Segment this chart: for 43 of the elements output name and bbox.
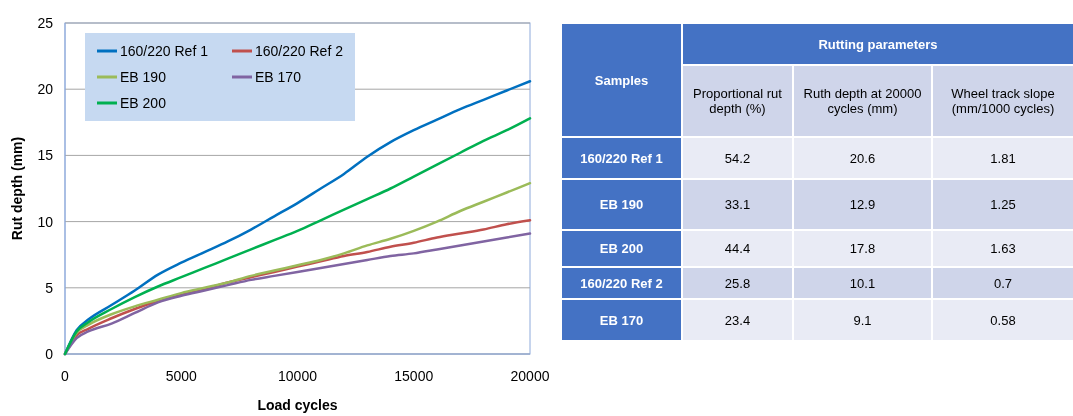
text: 1.81 <box>932 137 1073 179</box>
text: 160/220 Ref 2 <box>561 267 682 299</box>
text: 10.1 <box>793 267 932 299</box>
x-tick-label: 5000 <box>165 368 198 384</box>
text: Ruth depth at 20000 cycles (mm) <box>793 65 932 137</box>
y-tick-label: 10 <box>37 213 54 230</box>
text: EB 200 <box>561 230 682 267</box>
legend-label: EB 170 <box>255 68 302 85</box>
x-tick-label: 15000 <box>394 368 434 384</box>
x-tick-label: 10000 <box>278 368 318 384</box>
text: 0.58 <box>932 299 1073 341</box>
text: 25.8 <box>682 267 793 299</box>
text: 0.7 <box>932 267 1073 299</box>
text: Samples <box>561 23 682 137</box>
text: 1.25 <box>932 179 1073 230</box>
y-tick-label: 0 <box>45 345 54 362</box>
legend-label: 160/220 Ref 1 <box>120 42 209 59</box>
text: 20.6 <box>793 137 932 179</box>
text: EB 190 <box>561 179 682 230</box>
text: 33.1 <box>682 179 793 230</box>
text: Proportional rut depth (%) <box>682 65 793 137</box>
x-tick-label: 20000 <box>510 368 550 384</box>
y-tick-label: 25 <box>37 14 54 31</box>
y-tick-label: 5 <box>45 279 54 296</box>
text: 54.2 <box>682 137 793 179</box>
text: 12.9 <box>793 179 932 230</box>
text: 160/220 Ref 1 <box>561 137 682 179</box>
text: 1.63 <box>932 230 1073 267</box>
y-tick-label: 20 <box>37 81 54 98</box>
text: 9.1 <box>793 299 932 341</box>
legend-label: 160/220 Ref 2 <box>255 42 344 59</box>
x-tick-label: 0 <box>61 368 70 384</box>
text: 17.8 <box>793 230 932 267</box>
text: Wheel track slope (mm/1000 cycles) <box>932 65 1073 137</box>
x-axis-title: Load cycles <box>257 397 338 413</box>
legend-label: EB 190 <box>120 68 167 85</box>
text: Rutting parameters <box>682 23 1073 65</box>
y-axis-title: Rut depth (mm) <box>9 136 25 241</box>
text: EB 170 <box>561 299 682 341</box>
text: 44.4 <box>682 230 793 267</box>
legend-label: EB 200 <box>120 94 167 111</box>
y-tick-label: 15 <box>37 147 54 164</box>
text: 23.4 <box>682 299 793 341</box>
